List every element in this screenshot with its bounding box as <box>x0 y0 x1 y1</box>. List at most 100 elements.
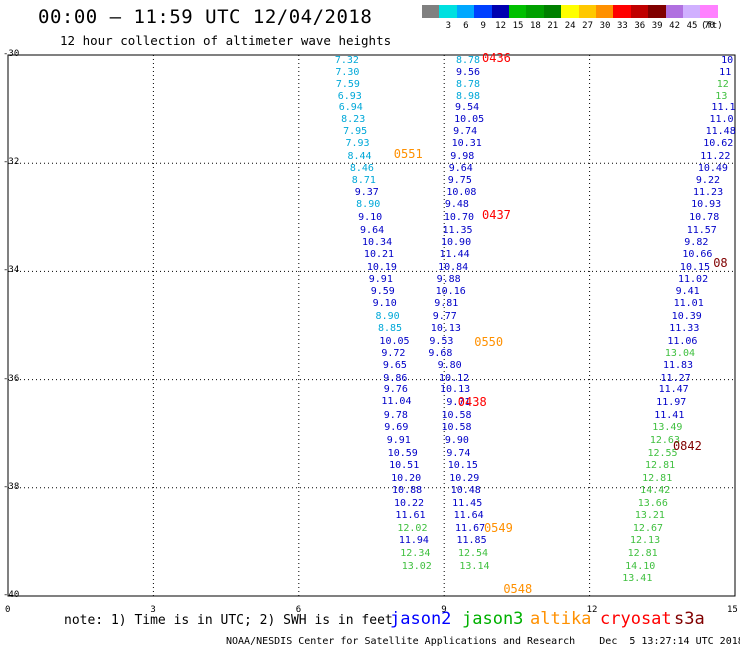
wave-height-value: 12.81 <box>627 548 658 560</box>
colorbar-swatch <box>422 5 440 18</box>
colorbar-swatch <box>509 5 527 18</box>
wave-height-value: 9.68 <box>428 348 453 360</box>
wave-height-value: 11.27 <box>660 372 691 384</box>
wave-height-value: 11.57 <box>686 224 717 236</box>
wave-height-value: 12.81 <box>645 460 676 472</box>
wave-height-value: 12.63 <box>649 435 680 447</box>
wave-height-value: 9.75 <box>447 175 472 187</box>
wave-height-value: 9.41 <box>675 285 700 297</box>
wave-height-value: 9.80 <box>437 360 462 372</box>
wave-height-value: 9.64 <box>360 224 385 236</box>
wave-height-value: 12.67 <box>632 522 664 534</box>
wave-height-value: 8.78 <box>456 55 481 67</box>
wave-height-value: 9.88 <box>436 274 461 286</box>
wave-height-value: 13 <box>715 90 728 102</box>
wave-height-value: 10.70 <box>443 212 474 224</box>
longitude-tick-label: 15 <box>727 605 738 615</box>
wave-height-value: 10.49 <box>697 162 728 174</box>
colorbar-swatch <box>578 5 597 18</box>
wave-height-value: 10.13 <box>440 384 471 396</box>
wave-height-value: 11.83 <box>662 360 694 372</box>
map-frame <box>7 54 736 597</box>
wave-height-value: 11.02 <box>677 274 709 286</box>
wave-height-value: 9.53 <box>429 335 454 347</box>
wave-height-value: 13.02 <box>401 560 432 572</box>
colorbar-tick-label: 30 <box>599 21 611 31</box>
legend-entry-cryosat: cryosat <box>600 609 672 629</box>
wave-height-value: 10 <box>721 55 734 67</box>
pass-time-label: 0551 <box>393 147 423 161</box>
latitude-tick-label: -36 <box>3 373 20 384</box>
wave-height-value: 10.20 <box>391 472 422 484</box>
colorbar-swatch <box>613 5 632 18</box>
wave-height-value: 9.69 <box>384 422 409 434</box>
colorbar-tick-label: 33 <box>616 21 628 31</box>
colorbar-tick-label: 12 <box>495 21 507 31</box>
wave-height-value: 9.10 <box>372 298 397 310</box>
wave-height-value: 8.98 <box>456 90 481 102</box>
wave-height-value: 10.22 <box>393 498 425 510</box>
wave-height-value: 8.78 <box>456 78 481 90</box>
wave-height-value: 9.86 <box>383 372 408 384</box>
wave-height-value: 10.93 <box>691 199 722 211</box>
colorbar-swatch <box>456 5 475 18</box>
colorbar-swatch <box>683 5 701 18</box>
pass-time-label: 0842 <box>672 438 702 453</box>
wave-height-value: 9.54 <box>455 102 480 114</box>
wave-height-value: 11.47 <box>658 384 689 396</box>
wave-height-value: 10.08 <box>446 187 477 199</box>
wave-height-value: 10.13 <box>430 323 461 335</box>
wave-height-value: 8.44 <box>347 150 372 162</box>
colorbar-tick-label: 6 <box>463 21 469 31</box>
wave-height-value: 8.46 <box>349 162 374 174</box>
wave-height-value: 9.91 <box>386 435 411 447</box>
wave-height-value: 11.67 <box>455 522 486 534</box>
wave-height-value: 6.93 <box>337 90 362 102</box>
wave-height-value: 10.05 <box>454 113 485 125</box>
wave-height-value: 11.61 <box>395 510 426 522</box>
wave-height-value: 12.02 <box>397 522 428 534</box>
wave-height-value: 11.0 <box>709 113 734 125</box>
map-subtitle: 12 hour collection of altimeter wave hei… <box>60 33 392 48</box>
colorbar-swatch <box>596 5 614 18</box>
wave-height-value: 13.21 <box>634 510 665 522</box>
colorbar-tick-label: 39 <box>651 21 663 31</box>
colorbar-tick-label: 70 <box>703 21 715 31</box>
wave-height-value: 11.85 <box>456 535 487 547</box>
colorbar-tick-label: 9 <box>480 21 486 31</box>
wave-height-value: 11.41 <box>654 409 685 421</box>
colorbar-swatch <box>630 5 649 18</box>
colorbar-tick-label: 24 <box>564 21 576 31</box>
colorbar-swatch <box>439 5 458 18</box>
wave-height-value: 9.65 <box>382 360 407 372</box>
wave-height-value: 13.66 <box>637 498 668 510</box>
wave-height-value: 10.58 <box>441 422 472 434</box>
colorbar-tick-label: 3 <box>445 21 452 31</box>
longitude-tick-label: 3 <box>150 605 156 615</box>
colorbar-tick-label: 15 <box>512 21 524 31</box>
colorbar-swatch <box>474 5 493 18</box>
colorbar-swatch <box>700 5 719 18</box>
wave-height-value: 10.15 <box>679 261 711 273</box>
pass-time-label: 0549 <box>483 521 513 536</box>
longitude-tick-label: 12 <box>586 605 598 615</box>
latitude-tick-label: -40 <box>3 590 20 600</box>
wave-height-value: 9.98 <box>450 150 475 162</box>
wave-height-value: 9.90 <box>444 435 469 447</box>
wave-height-value: 7.59 <box>335 78 360 90</box>
wave-height-value: 13.04 <box>664 348 695 360</box>
wave-height-value: 10.48 <box>450 485 481 497</box>
longitude-tick-label: 0 <box>5 605 11 615</box>
colorbar-unit-label: (ft) <box>701 21 723 31</box>
wave-height-value: 10.29 <box>449 472 480 484</box>
wave-height-value: 8.90 <box>356 199 381 211</box>
wave-height-value: 10.90 <box>440 236 472 248</box>
colorbar-swatch <box>665 5 684 18</box>
wave-height-value: 10.66 <box>682 249 713 261</box>
units-note: note: 1) Time is in UTC; 2) SWH is in fe… <box>64 613 393 628</box>
longitude-tick-label: 6 <box>295 605 302 615</box>
colorbar-tick-label: 42 <box>669 21 681 31</box>
wave-height-value: 10.12 <box>439 372 470 384</box>
wave-height-value: 9.78 <box>383 409 408 421</box>
